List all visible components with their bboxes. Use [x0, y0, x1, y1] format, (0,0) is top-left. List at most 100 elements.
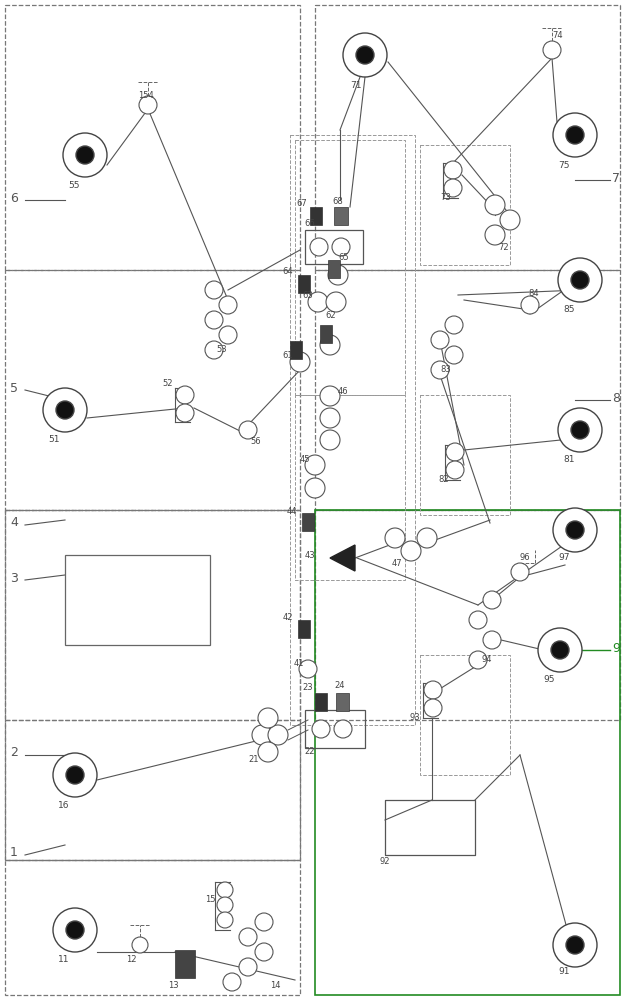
Text: 75: 75: [558, 160, 570, 169]
Circle shape: [53, 753, 97, 797]
Bar: [315, 270, 620, 510]
Bar: [290, 341, 302, 359]
Circle shape: [223, 973, 241, 991]
Circle shape: [308, 292, 328, 312]
Text: 63: 63: [302, 292, 313, 300]
Bar: [328, 260, 340, 278]
Circle shape: [320, 408, 340, 428]
Text: 96: 96: [520, 554, 530, 562]
Text: 93: 93: [410, 714, 421, 722]
Text: 91: 91: [558, 968, 570, 976]
Text: 97: 97: [558, 554, 570, 562]
Circle shape: [299, 660, 317, 678]
Text: 74: 74: [552, 30, 563, 39]
Circle shape: [205, 311, 223, 329]
Circle shape: [239, 958, 257, 976]
Bar: [5, 270, 300, 510]
Circle shape: [305, 455, 325, 475]
Circle shape: [445, 316, 463, 334]
Text: 4: 4: [10, 516, 18, 530]
Text: 7: 7: [612, 172, 620, 184]
Bar: [315, 510, 620, 995]
Circle shape: [305, 478, 325, 498]
Circle shape: [551, 641, 569, 659]
Text: 24: 24: [334, 682, 344, 690]
Text: 8: 8: [612, 391, 620, 404]
Circle shape: [268, 725, 288, 745]
Text: 44: 44: [287, 508, 298, 516]
Circle shape: [217, 897, 233, 913]
Text: 51: 51: [48, 436, 59, 444]
Circle shape: [431, 331, 449, 349]
Text: 11: 11: [58, 956, 69, 964]
Circle shape: [219, 296, 237, 314]
Bar: [5, 510, 300, 720]
Circle shape: [566, 521, 584, 539]
Circle shape: [553, 923, 597, 967]
Polygon shape: [330, 545, 355, 571]
Circle shape: [205, 341, 223, 359]
Circle shape: [424, 699, 442, 717]
Circle shape: [446, 443, 464, 461]
Bar: [420, 655, 510, 775]
Text: 62: 62: [325, 312, 336, 320]
Text: 56: 56: [250, 438, 261, 446]
Circle shape: [571, 271, 589, 289]
Text: 22: 22: [304, 748, 314, 756]
Bar: [385, 800, 475, 855]
Text: 14: 14: [270, 980, 281, 990]
Circle shape: [320, 335, 340, 355]
Circle shape: [553, 113, 597, 157]
Circle shape: [446, 461, 464, 479]
Bar: [5, 510, 300, 860]
Circle shape: [239, 928, 257, 946]
Text: 45: 45: [300, 456, 311, 464]
Circle shape: [521, 296, 539, 314]
Text: 16: 16: [58, 800, 69, 810]
Circle shape: [255, 913, 273, 931]
Circle shape: [239, 421, 257, 439]
Bar: [5, 720, 300, 860]
Circle shape: [205, 281, 223, 299]
Text: 3: 3: [10, 572, 18, 584]
Bar: [290, 135, 415, 725]
Circle shape: [469, 651, 487, 669]
Circle shape: [485, 195, 505, 215]
Text: 65: 65: [338, 252, 349, 261]
Bar: [336, 693, 349, 711]
Bar: [175, 950, 195, 978]
Text: 43: 43: [305, 552, 316, 560]
Text: 52: 52: [162, 379, 172, 388]
Circle shape: [139, 96, 157, 114]
Bar: [305, 230, 363, 264]
Circle shape: [334, 720, 352, 738]
Text: 47: 47: [392, 560, 402, 568]
Circle shape: [258, 708, 278, 728]
Circle shape: [332, 238, 350, 256]
Text: 5: 5: [10, 381, 18, 394]
Circle shape: [320, 430, 340, 450]
Circle shape: [63, 133, 107, 177]
Circle shape: [66, 921, 84, 939]
Text: 83: 83: [440, 365, 451, 374]
Circle shape: [500, 210, 520, 230]
Text: 71: 71: [350, 81, 361, 90]
Text: 73: 73: [440, 194, 451, 202]
Text: 64: 64: [282, 267, 293, 276]
Circle shape: [43, 388, 87, 432]
Circle shape: [312, 720, 330, 738]
Circle shape: [553, 508, 597, 552]
Circle shape: [326, 292, 346, 312]
Text: 9: 9: [612, 642, 620, 654]
Circle shape: [217, 882, 233, 898]
Bar: [295, 140, 405, 395]
Text: 1: 1: [10, 846, 18, 859]
Text: 13: 13: [168, 980, 178, 990]
Circle shape: [417, 528, 437, 548]
Circle shape: [290, 352, 310, 372]
Circle shape: [424, 681, 442, 699]
Text: 72: 72: [498, 243, 509, 252]
Circle shape: [485, 225, 505, 245]
Bar: [320, 325, 332, 343]
Text: 66: 66: [304, 220, 314, 229]
